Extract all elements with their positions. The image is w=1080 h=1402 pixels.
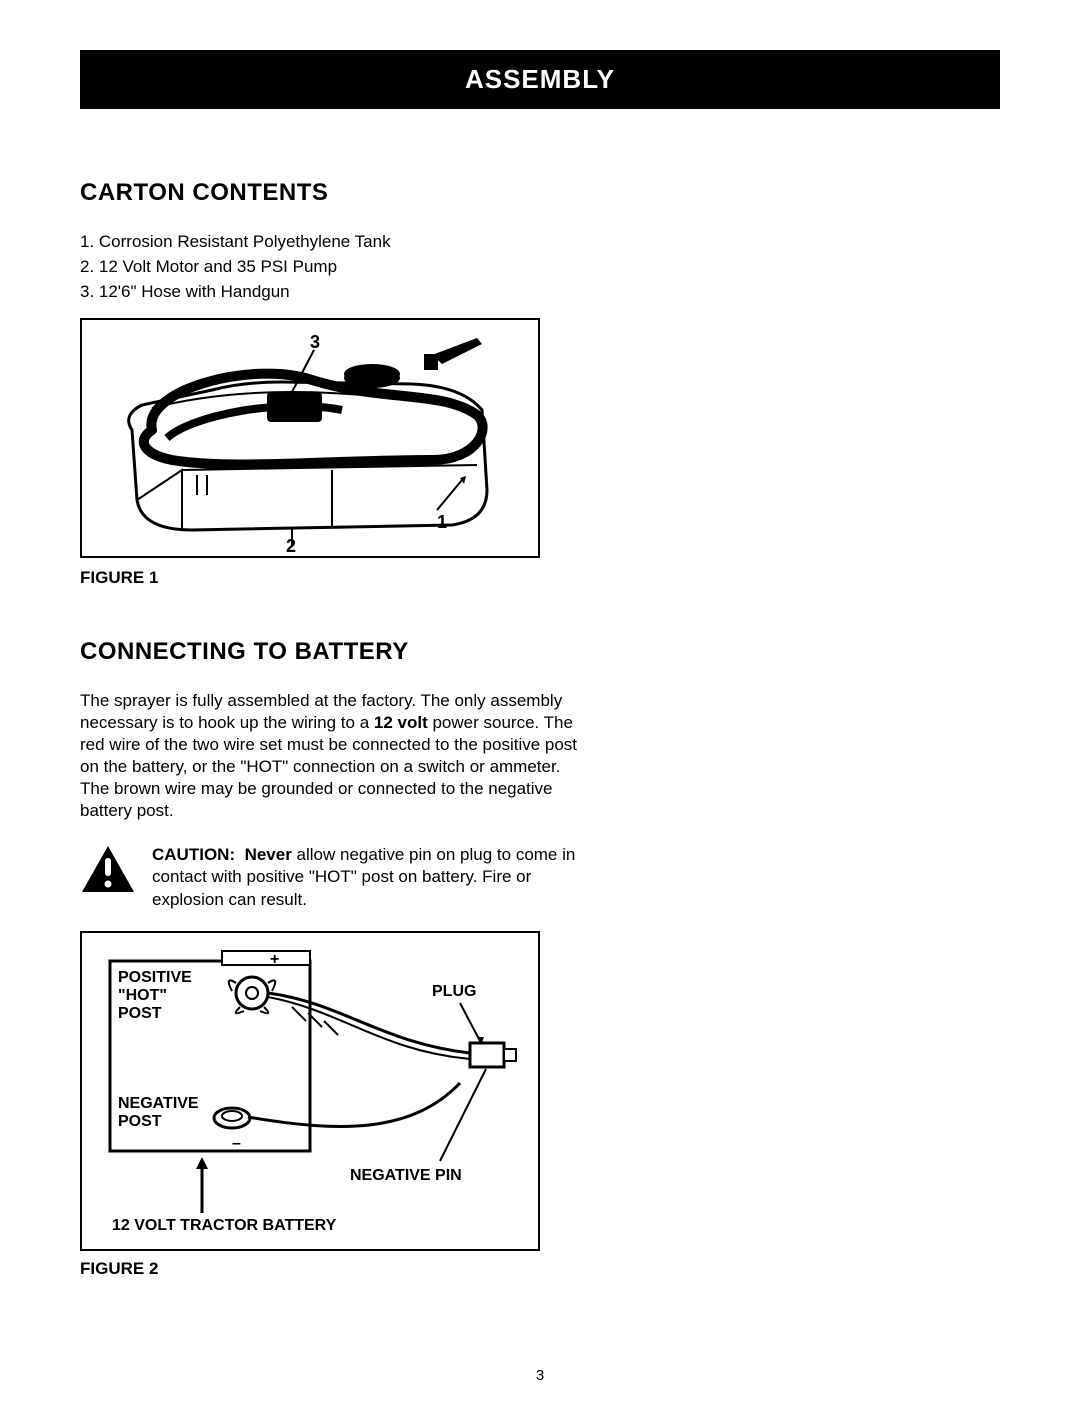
page-number: 3 — [536, 1367, 544, 1384]
contents-list: 1. Corrosion Resistant Polyethylene Tank… — [80, 231, 600, 304]
connecting-heading: CONNECTING TO BATTERY — [80, 638, 600, 666]
carton-contents-heading: CARTON CONTENTS — [80, 179, 600, 207]
list-item: 2. 12 Volt Motor and 35 PSI Pump — [80, 256, 600, 279]
battery-label: 12 VOLT TRACTOR BATTERY — [112, 1217, 336, 1235]
positive-post-label: POSITIVE "HOT" POST — [118, 969, 192, 1024]
figure-2-caption: FIGURE 2 — [80, 1259, 600, 1279]
banner-title: ASSEMBLY — [465, 64, 615, 94]
negative-pin-label: NEGATIVE PIN — [350, 1167, 462, 1185]
page: ASSEMBLY CARTON CONTENTS 1. Corrosion Re… — [0, 0, 1080, 1319]
figure-1-box: 3 1 2 — [80, 318, 540, 558]
warning-icon — [80, 844, 136, 894]
callout-3: 3 — [310, 332, 320, 353]
callout-2: 2 — [286, 536, 296, 557]
figure-1-caption: FIGURE 1 — [80, 568, 600, 588]
caution-text: CAUTION: Never allow negative pin on plu… — [152, 844, 590, 910]
figure-2-box: POSITIVE "HOT" POST + PLUG NEGATIVE POST… — [80, 931, 540, 1251]
minus-label: – — [232, 1135, 241, 1153]
tank-illustration — [82, 320, 538, 556]
plug-label: PLUG — [432, 983, 476, 1001]
left-column: CARTON CONTENTS 1. Corrosion Resistant P… — [80, 179, 600, 1279]
list-item: 1. Corrosion Resistant Polyethylene Tank — [80, 231, 600, 254]
assembly-banner: ASSEMBLY — [80, 50, 1000, 109]
list-item: 3. 12'6" Hose with Handgun — [80, 281, 600, 304]
plus-label: + — [270, 951, 279, 969]
negative-post-label: NEGATIVE POST — [118, 1095, 199, 1132]
para-bold: 12 volt — [374, 713, 428, 732]
caution-never: Never — [245, 845, 292, 864]
callout-1: 1 — [437, 512, 447, 533]
connecting-paragraph: The sprayer is fully assembled at the fa… — [80, 690, 590, 823]
caution-block: CAUTION: Never allow negative pin on plu… — [80, 844, 590, 910]
caution-label: CAUTION: — [152, 845, 235, 864]
